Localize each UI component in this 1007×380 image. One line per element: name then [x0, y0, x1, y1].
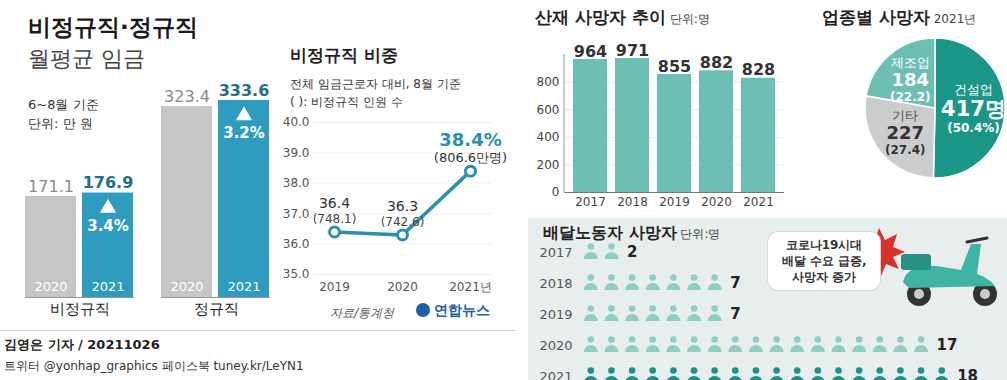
svg-text:18: 18: [957, 367, 978, 380]
html-text:( ): 비정규직 인원 수: ( ): 비정규직 인원 수: [290, 95, 403, 109]
svg-text:2021: 2021: [227, 279, 260, 294]
svg-text:855: 855: [658, 57, 691, 76]
svg-text:227: 227: [886, 122, 924, 143]
svg-text:2019: 2019: [659, 195, 690, 209]
svg-text:600: 600: [537, 103, 560, 117]
html-text:산재 사망자 추이단위:명: 산재 사망자 추이단위:명: [535, 7, 710, 27]
svg-text:200: 200: [537, 158, 560, 172]
svg-text:882: 882: [700, 53, 733, 72]
svg-text:171.1: 171.1: [28, 177, 74, 196]
svg-text:176.9: 176.9: [83, 173, 134, 192]
svg-text:184: 184: [891, 69, 929, 90]
svg-text:7: 7: [730, 305, 740, 323]
html-text:배달 수요 급증,: 배달 수요 급증,: [781, 254, 867, 268]
svg-text:(50.4%): (50.4%): [947, 121, 1000, 135]
html-text:업종별 사망자2021년: 업종별 사망자2021년: [822, 7, 977, 27]
svg-text:3.4%: 3.4%: [87, 217, 129, 235]
svg-text:40.0: 40.0: [283, 115, 310, 129]
svg-text:964: 964: [574, 42, 607, 61]
svg-text:323.4: 323.4: [164, 87, 210, 106]
svg-text:건설업: 건설업: [954, 82, 993, 97]
svg-text:800: 800: [537, 75, 560, 89]
html-text:전체 임금근로자 대비, 8월 기준: 전체 임금근로자 대비, 8월 기준: [290, 77, 461, 91]
svg-text:7: 7: [730, 274, 740, 292]
svg-text:417명: 417명: [941, 97, 1006, 121]
html-text:코로나19시대: 코로나19시대: [785, 238, 863, 252]
svg-text:37.0: 37.0: [283, 207, 310, 221]
svg-text:비정규직: 비정규직: [50, 300, 110, 318]
svg-text:17: 17: [937, 336, 958, 354]
svg-text:2018: 2018: [617, 195, 648, 209]
svg-text:35.0: 35.0: [283, 267, 310, 281]
svg-text:2020: 2020: [701, 195, 732, 209]
svg-text:2021년: 2021년: [449, 280, 492, 294]
html-text:트위터 @yonhap_graphics 페이스북 tune: 트위터 @yonhap_graphics 페이스북 tuney.kr/LeYN1: [4, 359, 304, 373]
svg-text:971: 971: [616, 41, 649, 60]
svg-text:36.0: 36.0: [283, 237, 310, 251]
svg-text:2019: 2019: [319, 280, 350, 294]
html-text:월평균 임금: 월평균 임금: [28, 46, 145, 71]
svg-text:2020: 2020: [387, 280, 418, 294]
html-text:연합뉴스: 연합뉴스: [434, 302, 490, 318]
svg-text:2021: 2021: [743, 195, 774, 209]
svg-text:400: 400: [537, 130, 560, 144]
svg-text:38.0: 38.0: [283, 176, 310, 190]
svg-text:333.6: 333.6: [219, 81, 270, 100]
html-text:6~8월 기준: 6~8월 기준: [28, 97, 99, 112]
svg-text:(27.4): (27.4): [885, 143, 926, 157]
svg-text:2020: 2020: [539, 338, 572, 353]
svg-text:(22.2): (22.2): [890, 90, 931, 104]
svg-text:0: 0: [552, 185, 560, 199]
svg-text:(742.6): (742.6): [381, 215, 425, 229]
html-text:비정규직·정규직: 비정규직·정규직: [28, 14, 198, 40]
svg-text:제조업: 제조업: [891, 55, 930, 70]
svg-text:(748.1): (748.1): [313, 212, 357, 226]
svg-text:2017: 2017: [575, 195, 606, 209]
svg-text:2019: 2019: [539, 307, 572, 322]
svg-text:정규직: 정규직: [194, 300, 239, 318]
svg-text:2017: 2017: [539, 245, 572, 260]
html-text:비정규직 비중: 비정규직 비중: [290, 45, 398, 65]
svg-text:3.2%: 3.2%: [223, 124, 265, 142]
html-text:자료/통계청: 자료/통계청: [330, 306, 394, 320]
html-text:사망자 증가: 사망자 증가: [791, 270, 857, 284]
html-text:배달노동자 사망자단위:명: 배달노동자 사망자단위:명: [543, 223, 721, 242]
svg-text:(806.6만명): (806.6만명): [434, 150, 507, 165]
svg-text:2018: 2018: [539, 276, 572, 291]
svg-text:828: 828: [742, 60, 775, 79]
svg-text:2020: 2020: [34, 279, 67, 294]
svg-text:38.4%: 38.4%: [439, 129, 501, 150]
svg-text:2: 2: [627, 243, 637, 261]
svg-text:2021: 2021: [91, 279, 124, 294]
svg-text:39.0: 39.0: [283, 146, 310, 160]
svg-text:36.4: 36.4: [319, 195, 350, 211]
html-text:김영은 기자 / 20211026: 김영은 기자 / 20211026: [4, 337, 160, 352]
html-text:단위: 만 원: 단위: 만 원: [28, 116, 93, 131]
svg-text:2021: 2021: [539, 369, 572, 380]
svg-text:36.3: 36.3: [387, 198, 418, 214]
svg-text:기타: 기타: [892, 108, 918, 123]
svg-text:2020: 2020: [170, 279, 203, 294]
